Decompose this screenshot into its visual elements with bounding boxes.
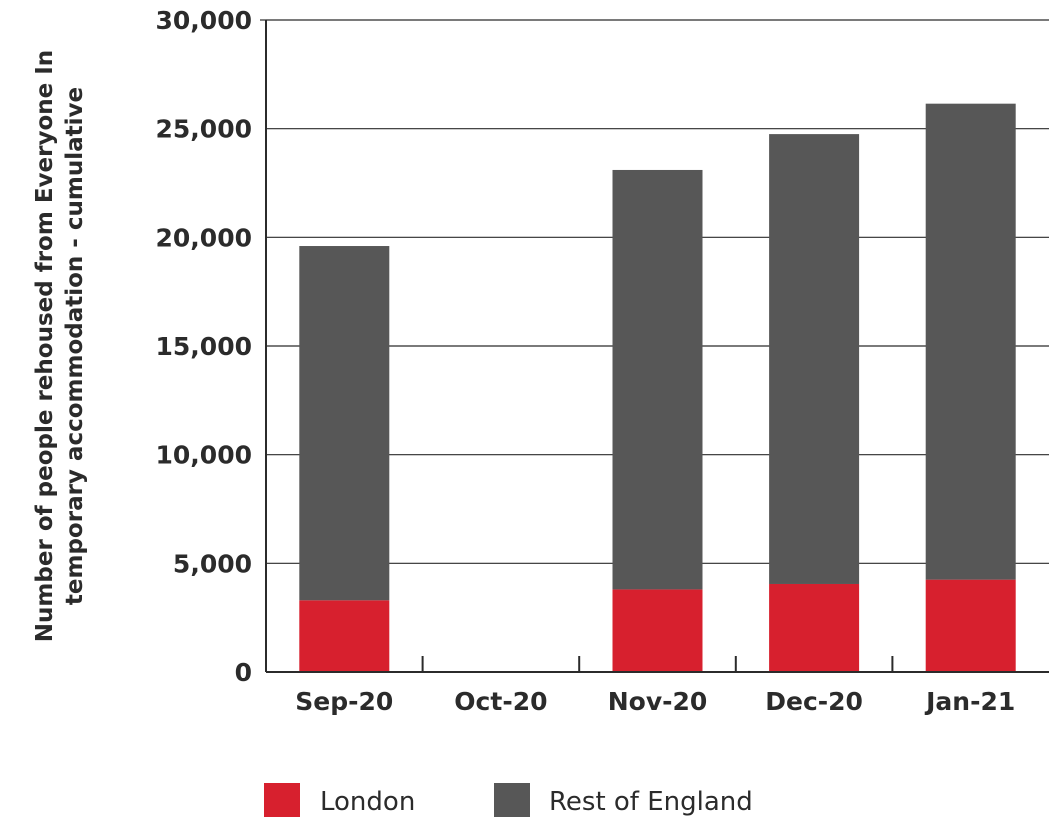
x-tick-label: Dec-20: [765, 687, 863, 716]
bars: [299, 103, 1016, 672]
bar-rest-of-england: [612, 169, 703, 590]
y-axis-title-line-1: Number of people rehoused from Everyone …: [32, 50, 58, 642]
bar-rest-of-england: [925, 103, 1016, 580]
bar-london: [925, 579, 1016, 672]
bar-rest-of-england: [299, 246, 390, 601]
x-tick-label: Sep-20: [295, 687, 393, 716]
bar-rest-of-england: [769, 134, 860, 584]
y-tick-label: 10,000: [156, 441, 252, 470]
y-tick-labels: 0 5,000 10,000 15,000 20,000 25,000 30,000: [156, 6, 252, 687]
x-tick-label: Oct-20: [454, 687, 547, 716]
x-tick-labels: Sep-20 Oct-20 Nov-20 Dec-20 Jan-21: [295, 687, 1015, 716]
legend-swatch-rest-of-england: [494, 783, 530, 817]
y-axis-title-line-2: temporary accommodation - cumulative: [62, 87, 88, 605]
bar-london: [612, 589, 703, 672]
x-tick-label: Nov-20: [608, 687, 708, 716]
y-tick-label: 15,000: [156, 332, 252, 361]
y-tick-label: 25,000: [156, 115, 252, 144]
y-tick-label: 30,000: [156, 6, 252, 35]
y-tick-label: 5,000: [173, 549, 252, 578]
legend-swatch-london: [264, 783, 300, 817]
y-tick-label: 20,000: [156, 223, 252, 252]
y-axis-title: Number of people rehoused from Everyone …: [32, 50, 88, 642]
legend-label: London: [320, 787, 415, 817]
legend: London Rest of England: [264, 783, 753, 817]
legend-label: Rest of England: [549, 787, 753, 817]
bar-london: [769, 583, 860, 672]
bar-london: [299, 600, 390, 672]
x-tick-label: Jan-21: [924, 687, 1015, 716]
axes: [260, 19, 1049, 673]
y-tick-label: 0: [235, 658, 252, 687]
